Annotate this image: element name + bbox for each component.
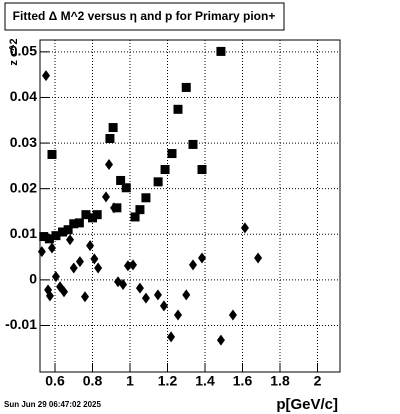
diamond-marker — [228, 309, 237, 321]
diamond-marker — [129, 259, 137, 271]
diamond-marker — [153, 289, 162, 301]
square-marker — [69, 219, 79, 229]
square-marker — [108, 123, 118, 133]
y-tick-label: 0.04 — [10, 88, 37, 104]
diamond-marker — [102, 191, 110, 203]
diamond-marker — [42, 70, 50, 82]
square-marker — [167, 149, 177, 159]
square-marker — [74, 218, 84, 228]
diamond-marker — [90, 253, 99, 265]
diamond-marker — [75, 256, 84, 268]
diamond-marker — [69, 262, 78, 274]
diamond-marker — [216, 334, 225, 346]
diamond-marker — [86, 240, 95, 252]
x-tick-label: 0.8 — [83, 373, 103, 389]
diamond-marker — [94, 262, 103, 274]
square-marker — [92, 210, 102, 220]
x-axis-label: p[GeV/c] — [276, 396, 338, 413]
diamond-marker — [110, 202, 119, 214]
x-tick-label: 1.4 — [195, 373, 215, 389]
square-marker — [173, 104, 183, 114]
diamond-marker — [182, 289, 191, 301]
diamond-marker — [174, 309, 182, 321]
diamond-marker — [66, 234, 74, 246]
y-tick-label: 0.03 — [10, 134, 37, 150]
y-tick-label: -0.01 — [5, 316, 37, 332]
x-tick-label: 0.6 — [45, 373, 65, 389]
square-marker — [51, 231, 61, 241]
x-tick-label: 1 — [126, 373, 134, 389]
diamond-marker — [119, 278, 128, 290]
plot-frame — [39, 39, 341, 373]
diamond-marker — [254, 252, 263, 264]
diamond-marker — [141, 292, 150, 304]
square-marker — [116, 175, 126, 185]
square-marker — [141, 193, 151, 203]
diamond-marker — [240, 222, 249, 234]
x-tick-label: 2 — [314, 373, 322, 389]
diamond-marker — [105, 159, 113, 170]
diamond-marker — [135, 282, 144, 294]
y-axis-label: z c^2 — [8, 38, 20, 65]
square-marker — [88, 213, 97, 223]
diamond-marker — [60, 286, 68, 298]
square-marker — [58, 227, 67, 237]
timestamp: Sun Jun 29 06:47:02 2025 — [4, 400, 101, 409]
square-marker — [47, 149, 57, 159]
square-marker — [160, 165, 170, 175]
y-tick-label: 0.02 — [10, 179, 37, 195]
square-marker — [216, 46, 226, 56]
chart-title: Fitted Δ M^2 versus η and p for Primary … — [13, 9, 276, 23]
diamond-marker — [81, 291, 89, 303]
diamond-marker — [123, 260, 132, 272]
square-marker — [188, 139, 198, 149]
y-tick-label: 0.05 — [10, 43, 37, 59]
diamond-marker — [48, 242, 56, 254]
y-tick-label: 0 — [29, 271, 37, 287]
x-tick-label: 1.8 — [270, 373, 290, 389]
square-marker — [81, 210, 91, 220]
square-marker — [121, 183, 131, 193]
square-marker — [181, 82, 191, 92]
diamond-marker — [37, 246, 46, 258]
diamond-marker — [45, 290, 54, 302]
diamond-marker — [167, 331, 176, 343]
x-tick-label: 1.2 — [158, 373, 178, 389]
square-marker — [135, 205, 145, 215]
square-marker — [63, 225, 73, 235]
x-tick-label: 1.6 — [233, 373, 253, 389]
diamond-marker — [159, 300, 168, 312]
square-marker — [153, 177, 163, 187]
square-marker — [44, 234, 54, 244]
diamond-marker — [198, 252, 206, 264]
square-marker — [130, 212, 140, 222]
title-box — [4, 2, 285, 31]
square-marker — [105, 134, 115, 144]
square-marker — [39, 232, 49, 242]
diamond-marker — [51, 271, 60, 283]
y-tick-label: 0.01 — [10, 225, 37, 241]
square-marker — [197, 165, 207, 175]
diamond-marker — [189, 259, 197, 271]
